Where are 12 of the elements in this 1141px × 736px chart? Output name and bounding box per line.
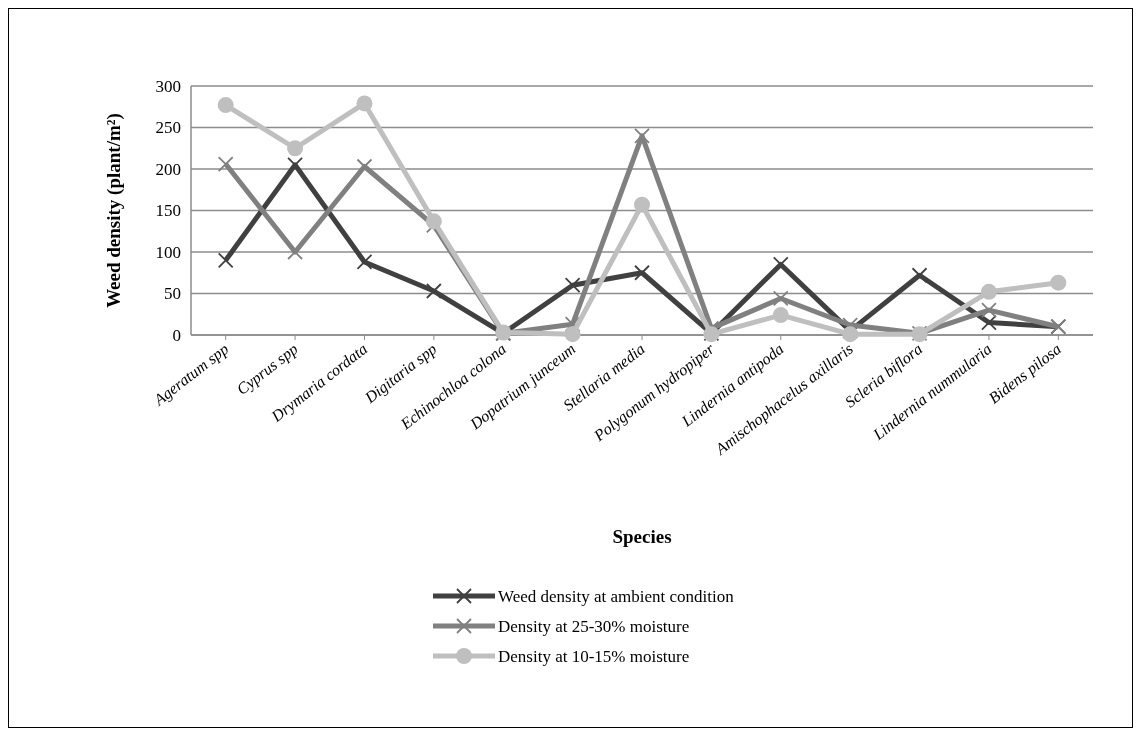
y-tick-label: 300 bbox=[155, 76, 181, 96]
y-tick-label: 250 bbox=[155, 118, 181, 138]
y-axis-title: Weed density (plant/m²) bbox=[103, 113, 125, 308]
legend-label: Density at 10-15% moisture bbox=[498, 646, 690, 666]
y-tick-label: 50 bbox=[164, 284, 181, 304]
y-tick-label: 150 bbox=[155, 201, 181, 221]
y-tick-label: 100 bbox=[155, 242, 181, 262]
x-axis-title: Species bbox=[612, 526, 672, 547]
legend-label: Density at 25-30% moisture bbox=[498, 616, 690, 636]
legend-label: Weed density at ambient condition bbox=[498, 586, 735, 606]
y-tick-label: 200 bbox=[155, 159, 181, 179]
y-tick-label: 0 bbox=[172, 325, 181, 345]
